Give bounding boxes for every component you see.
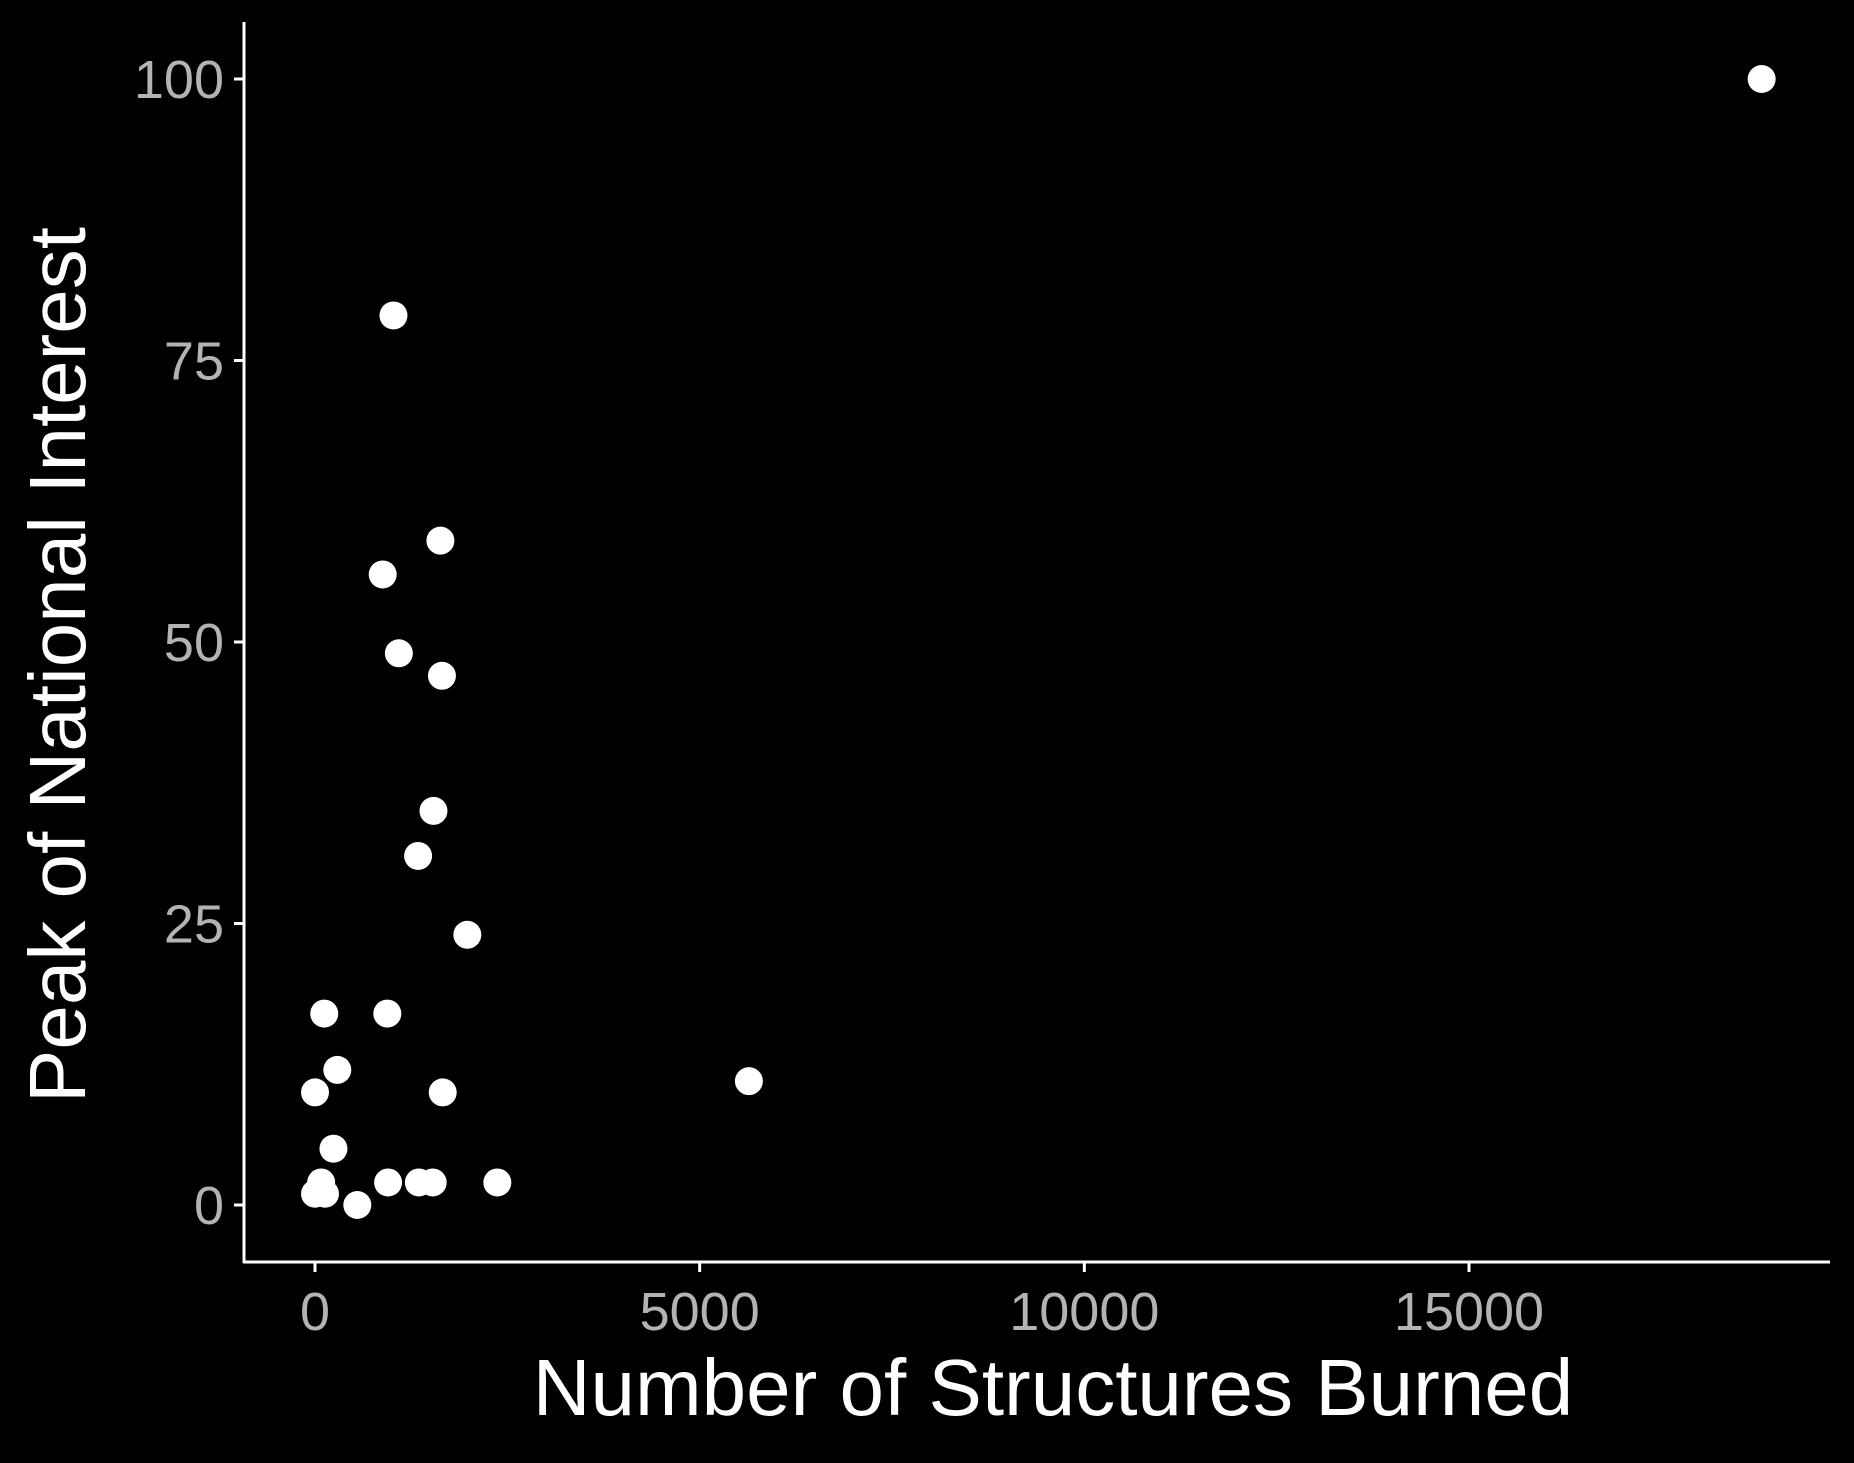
y-tick-label: 25 [164, 895, 224, 955]
x-tick-label: 0 [300, 1282, 330, 1342]
data-point [323, 1055, 352, 1084]
data-point [734, 1067, 763, 1096]
axes: 0 25 50 75 100 0 5000 10000 15000 [134, 22, 1830, 1342]
y-tick-label: 50 [164, 613, 224, 673]
data-point [384, 639, 413, 668]
data-point [419, 796, 448, 825]
data-point [426, 526, 455, 555]
data-point [373, 999, 402, 1028]
x-tick-label: 5000 [640, 1282, 760, 1342]
data-point [368, 560, 397, 589]
data-point [427, 661, 456, 690]
x-axis-title: Number of Structures Burned [533, 1343, 1573, 1432]
y-tick-label: 75 [164, 332, 224, 392]
data-point [404, 841, 433, 870]
data-point [428, 1078, 457, 1107]
data-point [483, 1168, 512, 1197]
data-point [301, 1078, 329, 1107]
data-points [301, 65, 1776, 1219]
y-tick-label: 0 [194, 1176, 224, 1236]
data-point [379, 301, 408, 330]
data-point [1747, 65, 1776, 93]
data-point [310, 999, 339, 1028]
y-axis-title: Peak of National Interest [13, 227, 102, 1103]
x-tick-label: 15000 [1394, 1282, 1544, 1342]
data-point [311, 1179, 340, 1208]
data-point [343, 1191, 372, 1219]
data-point [319, 1134, 348, 1163]
y-tick-label: 100 [134, 50, 224, 110]
data-point [453, 920, 482, 949]
data-point [374, 1168, 403, 1197]
data-point [418, 1168, 447, 1197]
x-tick-label: 10000 [1009, 1282, 1159, 1342]
